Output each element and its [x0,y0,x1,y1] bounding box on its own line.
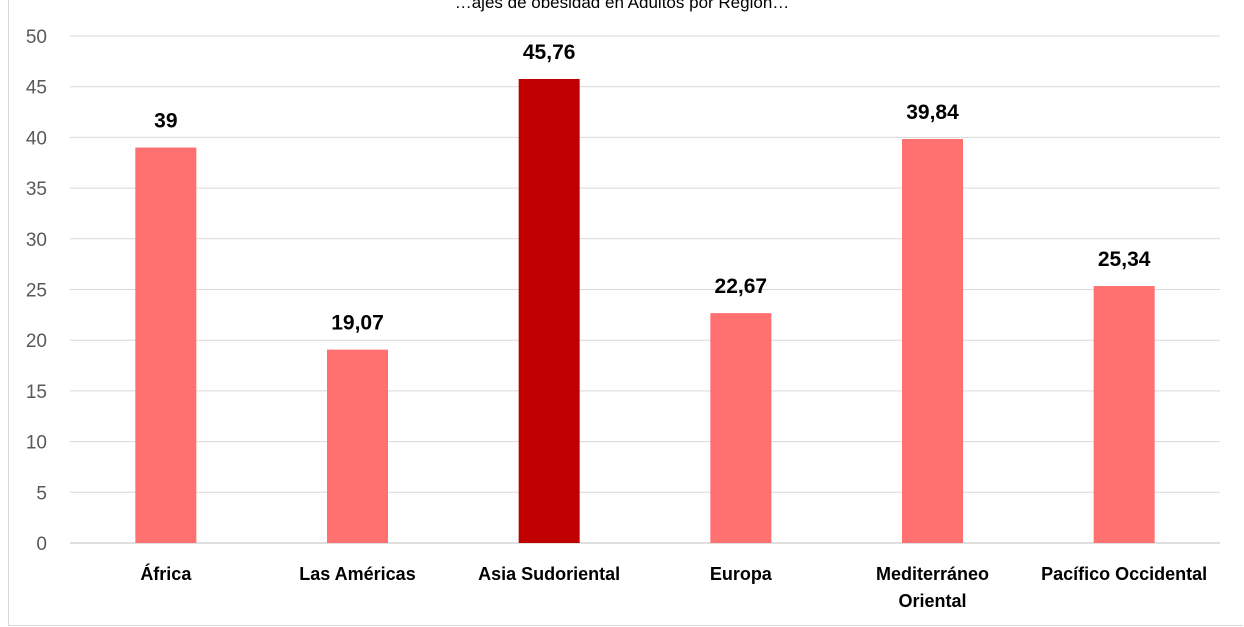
x-tick-label: Asia Sudoriental [478,564,620,584]
y-tick-label: 45 [26,78,47,99]
y-tick-label: 40 [26,128,47,149]
x-tick-label: África [140,563,192,584]
y-tick-label: 20 [26,331,47,352]
data-label: 45,76 [523,41,576,64]
data-label: 19,07 [331,312,384,335]
bar [327,349,388,543]
y-tick-label: 10 [26,433,47,454]
bar [135,147,197,544]
data-labels: 39 19,07 45,76 22,67 39,84 25,34 [154,41,1151,335]
bar [902,139,963,543]
y-tick-label: 50 [26,27,47,48]
x-tick-label: Mediterráneo [876,564,989,584]
bar [518,78,580,544]
y-tick-label: 25 [26,281,47,302]
bar [710,313,772,543]
bars [135,78,1155,544]
x-tick-label: Pacífico Occidental [1041,564,1207,584]
chart-frame [8,0,1243,626]
gridlines [70,35,1220,544]
x-tick-label: Europa [710,564,773,584]
chart-title: …ajes de obesidad en Adultos por Región… [454,0,790,12]
data-label: 39 [154,110,177,133]
y-tick-label: 30 [26,230,47,251]
bar [1093,286,1155,543]
data-label: 25,34 [1098,248,1151,271]
data-label: 39,84 [906,101,959,124]
y-axis-ticks: 0 5 10 15 20 25 30 35 40 45 50 [26,27,47,555]
data-label: 22,67 [715,275,768,298]
x-tick-label: Oriental [898,591,966,611]
x-tick-label: Las Américas [299,564,415,584]
y-tick-label: 0 [36,534,47,555]
y-tick-label: 5 [36,483,47,504]
x-axis-labels: África Las Américas Asia Sudoriental Europa… [140,563,1207,611]
y-tick-label: 15 [26,382,47,403]
y-tick-label: 35 [26,179,47,200]
